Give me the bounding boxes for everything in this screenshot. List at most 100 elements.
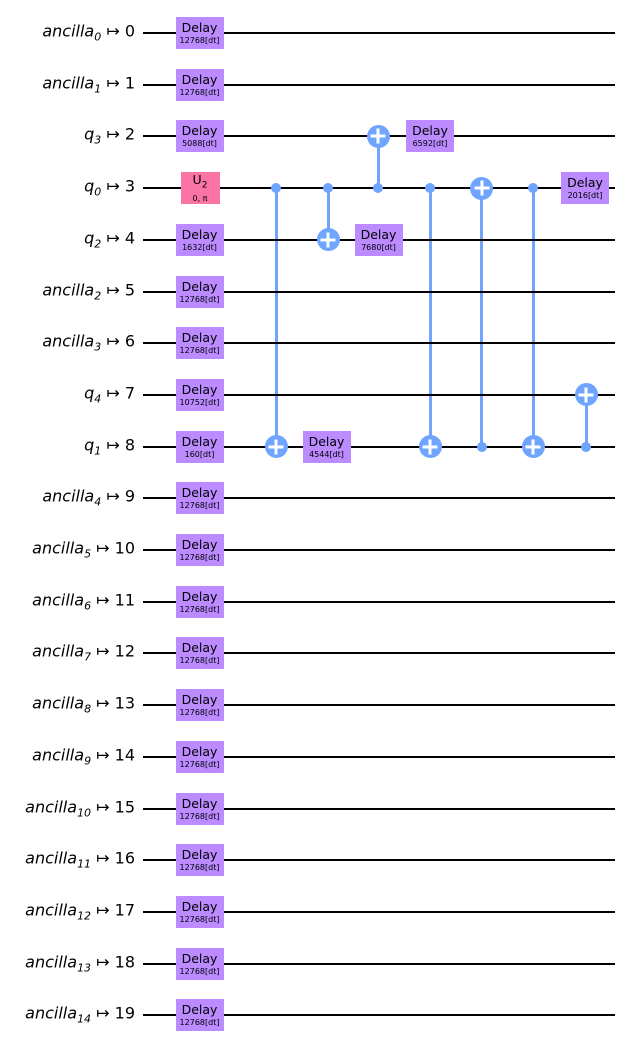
cx-target-plus-icon [574, 383, 598, 407]
cx-plus-vertical-bar [326, 232, 330, 248]
register-name: ancilla [25, 796, 78, 816]
register-name: q [84, 176, 95, 196]
cx-connector [480, 188, 483, 447]
delay-gate-label: Delay [181, 381, 218, 397]
delay-gate: Delay 2016[dt] [561, 172, 609, 205]
register-name: ancilla [32, 641, 85, 661]
wire-label: ancilla3 ↦ 6 [42, 331, 135, 354]
wire-label: q2 ↦ 4 [84, 228, 135, 251]
delay-gate-label: Delay [181, 950, 218, 966]
delay-gate-label: Delay [181, 278, 218, 294]
register-name: ancilla [42, 331, 95, 351]
wire-label: ancilla6 ↦ 11 [32, 590, 135, 612]
wire-label: ancilla7 ↦ 12 [32, 641, 135, 663]
qubit-wire [143, 290, 615, 293]
delay-gate-label: Delay [567, 175, 603, 191]
qubit-wire [143, 549, 615, 551]
qubit-wire [143, 32, 615, 34]
register-subscript: 0 [94, 185, 102, 199]
cx-control-dot [476, 441, 487, 452]
register-name: q [84, 228, 95, 248]
delay-gate-duration: 12768[dt] [179, 346, 220, 356]
register-subscript: 14 [77, 1012, 92, 1026]
wire-label: ancilla12 ↦ 17 [25, 900, 135, 922]
delay-gate-label: Delay [181, 692, 218, 708]
qubit-wire [143, 962, 615, 965]
cx-target-plus-icon [316, 228, 340, 252]
wire-label: ancilla8 ↦ 13 [32, 695, 135, 716]
wire-mapping: ↦ 18 [91, 952, 135, 971]
register-subscript: 11 [77, 857, 92, 871]
delay-gate-duration: 12768[dt] [179, 294, 220, 304]
cx-connector [428, 188, 432, 447]
register-subscript: 10 [77, 806, 92, 820]
qubit-wire [143, 652, 615, 655]
register-name: ancilla [42, 486, 95, 506]
wire-mapping: ↦ 19 [91, 1003, 135, 1023]
delay-gate: Delay 4544[dt] [302, 430, 351, 463]
cx-control-dot [373, 183, 383, 194]
wire-label: q3 ↦ 2 [84, 124, 135, 146]
u2-gate: U2 0, π [180, 172, 220, 205]
cx-target-plus-icon [366, 124, 390, 148]
delay-gate-duration: 12768[dt] [179, 87, 220, 97]
delay-gate-label: Delay [412, 123, 448, 139]
register-name: ancilla [32, 590, 85, 610]
delay-gate-label: Delay [181, 485, 218, 501]
register-subscript: 5 [84, 547, 92, 561]
wire-label: ancilla13 ↦ 18 [25, 952, 135, 974]
register-name: ancilla [42, 279, 95, 299]
wire-label: ancilla1 ↦ 1 [42, 75, 135, 95]
register-subscript: 1 [94, 444, 102, 458]
delay-gate: Delay 12768[dt] [175, 68, 224, 101]
register-name: q [84, 435, 95, 454]
delay-gate: Delay 12768[dt] [175, 585, 224, 618]
delay-gate-duration: 4544[dt] [309, 449, 344, 459]
delay-gate-duration: 12768[dt] [179, 811, 220, 821]
wire-mapping: ↦ 17 [91, 900, 135, 920]
wire-mapping: ↦ 16 [91, 848, 135, 868]
register-name: q [84, 383, 95, 403]
delay-gate-label: Delay [181, 20, 218, 35]
qubit-wire [143, 704, 615, 707]
wire-mapping: ↦ 6 [101, 331, 135, 351]
delay-gate: Delay 5088[dt] [175, 120, 224, 153]
cx-connector [274, 188, 278, 447]
wire-label: ancilla9 ↦ 14 [32, 745, 135, 767]
qubit-wire [143, 600, 615, 603]
register-subscript: 4 [94, 495, 102, 509]
register-subscript: 4 [94, 392, 102, 406]
delay-gate-duration: 12768[dt] [179, 1018, 220, 1028]
register-subscript: 2 [94, 237, 102, 251]
wire-mapping: ↦ 2 [101, 124, 135, 144]
wire-mapping: ↦ 0 [101, 21, 135, 41]
delay-gate-label: Delay [181, 71, 218, 87]
qubit-wire [143, 859, 615, 862]
u2-gate-name: U [192, 172, 202, 188]
register-subscript: 3 [94, 340, 102, 354]
register-name: ancilla [42, 21, 95, 41]
cx-connector [531, 188, 535, 447]
wire-mapping: ↦ 8 [101, 435, 135, 454]
wire-mapping: ↦ 15 [91, 796, 135, 816]
delay-gate: Delay 12768[dt] [175, 792, 224, 825]
register-name: ancilla [32, 745, 85, 765]
register-subscript: 8 [84, 702, 92, 716]
cx-connector [376, 136, 380, 189]
register-name: ancilla [25, 848, 78, 868]
u2-gate-label: U2 [193, 173, 208, 193]
wire-label: ancilla2 ↦ 5 [42, 279, 135, 301]
cx-target-plus-icon [418, 435, 442, 459]
cx-plus-vertical-bar [428, 439, 432, 455]
cx-control-dot [581, 441, 591, 452]
wire-mapping: ↦ 3 [101, 176, 135, 196]
delay-gate: Delay 12768[dt] [175, 17, 224, 49]
delay-gate-label: Delay [181, 226, 218, 242]
wire-label: ancilla4 ↦ 9 [42, 486, 135, 509]
cx-plus-vertical-bar [531, 439, 535, 455]
delay-gate-label: Delay [181, 743, 218, 759]
cx-control-dot [323, 183, 333, 194]
cx-plus-vertical-bar [274, 439, 278, 455]
cx-target-plus-icon [470, 176, 493, 200]
qubit-wire [143, 445, 615, 448]
